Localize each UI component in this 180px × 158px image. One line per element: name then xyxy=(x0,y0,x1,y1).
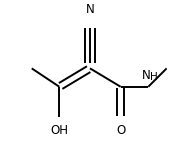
Text: O: O xyxy=(116,124,125,137)
Text: N: N xyxy=(142,69,150,82)
Text: OH: OH xyxy=(50,124,68,137)
Text: N: N xyxy=(86,3,94,16)
Text: H: H xyxy=(150,72,158,82)
